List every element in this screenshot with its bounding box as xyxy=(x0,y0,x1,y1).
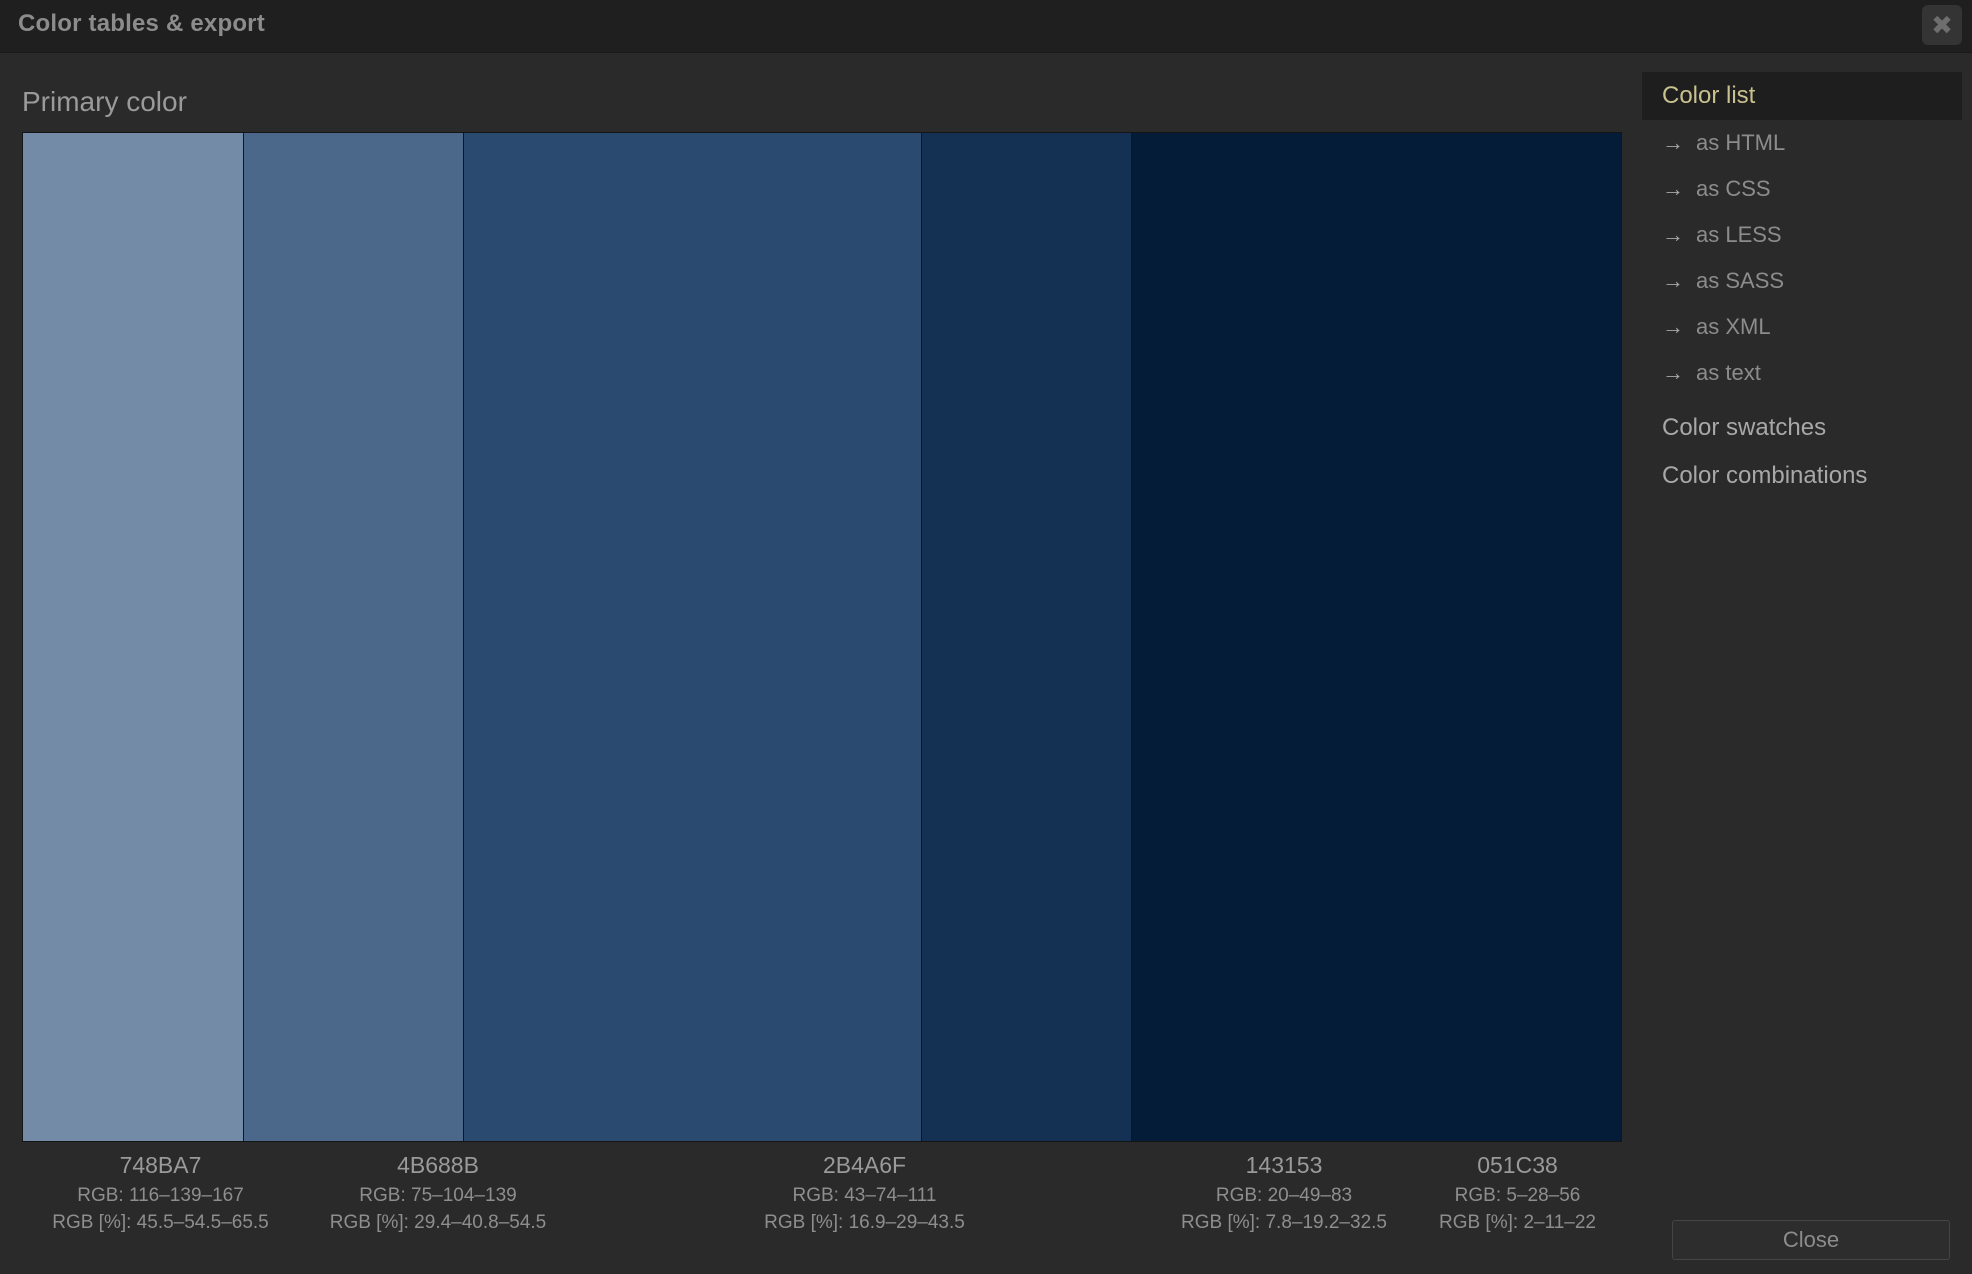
color-label-5: 051C38 RGB: 5–28–56 RGB [%]: 2–11–22 xyxy=(1416,1148,1619,1236)
dialog-titlebar: Color tables & export ✖ xyxy=(0,0,1972,53)
export-as-text[interactable]: → as text xyxy=(1642,350,1962,396)
section-title: Primary color xyxy=(22,86,187,117)
rgb-value: RGB: 116–139–167 xyxy=(77,1185,244,1206)
color-label-3: 2B4A6F RGB: 43–74–111 RGB [%]: 16.9–29–4… xyxy=(577,1148,1152,1236)
export-label: as XML xyxy=(1696,314,1771,339)
export-label: as SASS xyxy=(1696,268,1785,293)
sidebar-menu: Color list → as HTML → as CSS → as LESS … xyxy=(1642,72,1962,500)
dialog-title: Color tables & export xyxy=(18,10,265,37)
swatch-color-5[interactable] xyxy=(1131,133,1621,1141)
export-as-less[interactable]: → as LESS xyxy=(1642,212,1962,258)
export-label: as CSS xyxy=(1696,176,1771,201)
color-swatch-strip xyxy=(22,132,1622,1142)
hex-value: 4B688B xyxy=(397,1152,479,1178)
arrow-right-icon: → xyxy=(1662,360,1684,385)
hex-value: 748BA7 xyxy=(119,1152,202,1178)
rgb-percent-value: RGB [%]: 7.8–19.2–32.5 xyxy=(1181,1212,1387,1233)
export-as-css[interactable]: → as CSS xyxy=(1642,166,1962,212)
menu-item-color-combinations[interactable]: Color combinations xyxy=(1662,462,1868,489)
export-as-sass[interactable]: → as SASS xyxy=(1642,258,1962,304)
export-label: as text xyxy=(1696,360,1761,385)
export-label: as HTML xyxy=(1696,130,1786,155)
rgb-percent-value: RGB [%]: 29.4–40.8–54.5 xyxy=(329,1212,547,1233)
swatch-color-2[interactable] xyxy=(243,133,465,1141)
close-icon[interactable]: ✖ xyxy=(1922,5,1962,45)
hex-value: 143153 xyxy=(1245,1152,1323,1178)
arrow-right-icon: → xyxy=(1662,130,1684,155)
arrow-right-icon: → xyxy=(1662,176,1684,201)
rgb-percent-value: RGB [%]: 16.9–29–43.5 xyxy=(764,1212,965,1233)
arrow-right-icon: → xyxy=(1662,268,1684,293)
rgb-value: RGB: 75–104–139 xyxy=(359,1185,517,1206)
hex-value: 2B4A6F xyxy=(822,1152,907,1178)
arrow-right-icon: → xyxy=(1662,314,1684,339)
color-label-4: 143153 RGB: 20–49–83 RGB [%]: 7.8–19.2–3… xyxy=(1152,1148,1416,1236)
hex-value: 051C38 xyxy=(1477,1152,1558,1178)
swatch-color-4[interactable] xyxy=(921,133,1132,1141)
color-label-1: 748BA7 RGB: 116–139–167 RGB [%]: 45.5–54… xyxy=(22,1148,299,1236)
menu-item-color-list[interactable]: Color list xyxy=(1642,72,1962,120)
rgb-value: RGB: 20–49–83 xyxy=(1215,1185,1353,1206)
menu-spacer xyxy=(1642,396,1962,404)
rgb-value: RGB: 5–28–56 xyxy=(1454,1185,1581,1206)
color-label-2: 4B688B RGB: 75–104–139 RGB [%]: 29.4–40.… xyxy=(299,1148,577,1236)
swatch-color-1[interactable] xyxy=(23,133,244,1141)
swatch-color-3[interactable] xyxy=(464,133,922,1141)
export-label: as LESS xyxy=(1696,222,1782,247)
arrow-right-icon: → xyxy=(1662,222,1684,247)
rgb-percent-value: RGB [%]: 45.5–54.5–65.5 xyxy=(52,1212,269,1233)
color-labels: 748BA7 RGB: 116–139–167 RGB [%]: 45.5–54… xyxy=(22,1148,1622,1236)
export-as-xml[interactable]: → as XML xyxy=(1642,304,1962,350)
close-button[interactable]: Close xyxy=(1672,1220,1950,1260)
menu-item-color-swatches[interactable]: Color swatches xyxy=(1662,414,1827,441)
rgb-value: RGB: 43–74–111 xyxy=(792,1185,937,1206)
rgb-percent-value: RGB [%]: 2–11–22 xyxy=(1438,1212,1597,1233)
export-as-html[interactable]: → as HTML xyxy=(1642,120,1962,166)
